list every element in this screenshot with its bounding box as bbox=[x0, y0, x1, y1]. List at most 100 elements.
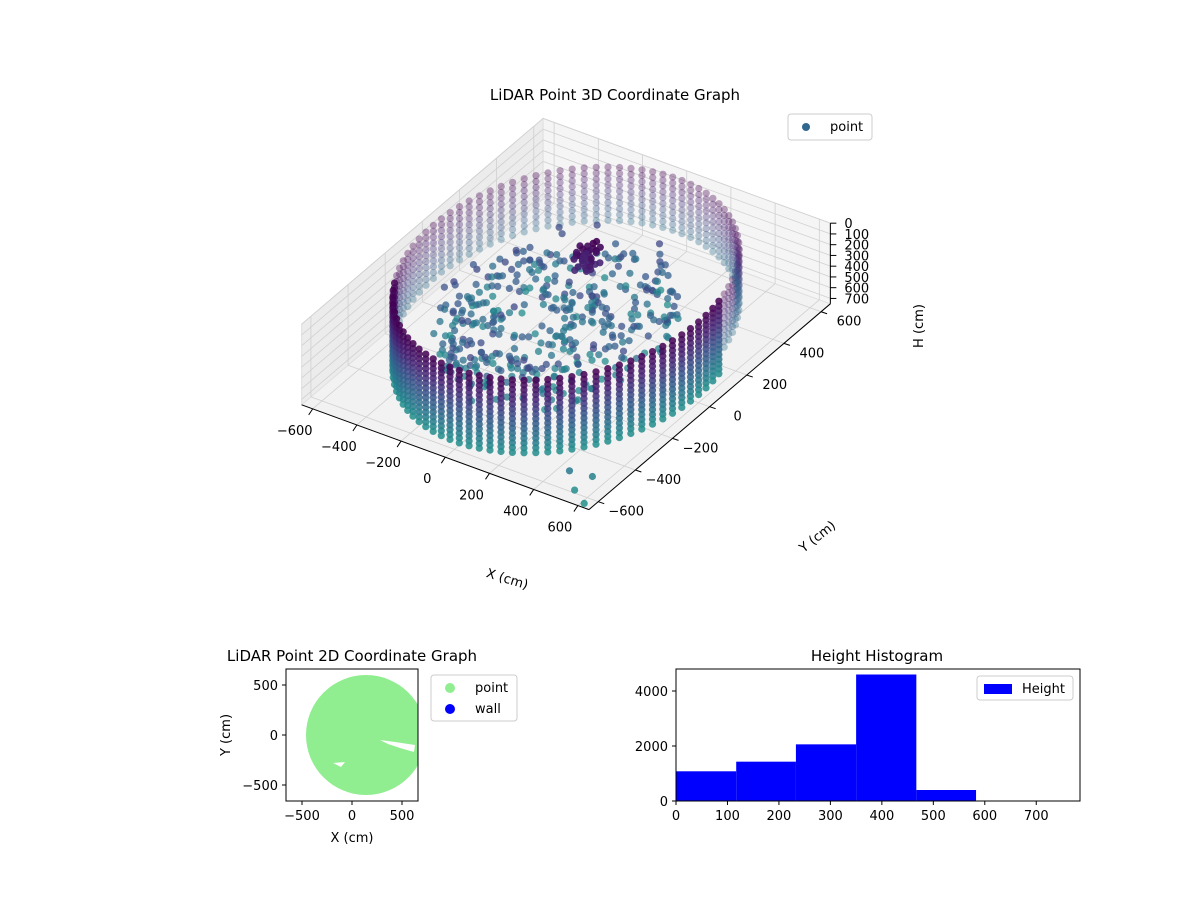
point-3d bbox=[638, 195, 646, 203]
point-3d bbox=[659, 223, 667, 231]
x-tick-mark bbox=[440, 456, 446, 464]
point-3d bbox=[399, 286, 407, 294]
point-3d bbox=[735, 282, 743, 291]
chart-3d: LiDAR Point 3D Coordinate Graph −600−600… bbox=[277, 86, 927, 593]
point-3d bbox=[446, 232, 454, 240]
point-3d bbox=[695, 196, 703, 204]
point-3d bbox=[702, 207, 710, 215]
chart-2d-xlabel: X (cm) bbox=[331, 831, 374, 846]
point-3d bbox=[735, 269, 743, 277]
point-3d bbox=[465, 227, 473, 235]
point-3d bbox=[495, 272, 503, 280]
point-3d bbox=[569, 313, 577, 321]
point-3d bbox=[735, 294, 743, 302]
point-3d bbox=[542, 360, 550, 368]
point-3d bbox=[489, 359, 497, 368]
point-3d bbox=[486, 216, 494, 224]
point-3d bbox=[584, 304, 592, 312]
point-3d bbox=[399, 292, 407, 300]
point-3d bbox=[544, 187, 552, 195]
point-3d bbox=[735, 268, 743, 276]
point-3d bbox=[556, 202, 564, 210]
point-3d bbox=[422, 269, 430, 278]
point-3d bbox=[446, 256, 454, 264]
grid-line-back-h bbox=[542, 161, 831, 267]
point-3d bbox=[455, 214, 464, 223]
point-3d bbox=[709, 247, 717, 256]
point-3d bbox=[446, 250, 454, 258]
chart-3d-legend-label: point bbox=[830, 120, 863, 135]
point-3d bbox=[720, 217, 728, 225]
point-3d bbox=[466, 337, 474, 345]
h-tick-label: 200 bbox=[844, 239, 869, 254]
point-3d bbox=[622, 282, 630, 290]
point-3d bbox=[399, 304, 407, 312]
point-3d bbox=[733, 284, 742, 292]
point-3d bbox=[451, 327, 459, 335]
chart-2d-ytick-label: −500 bbox=[242, 779, 278, 794]
chart-2d-legend: point wall bbox=[430, 674, 518, 722]
point-3d bbox=[393, 272, 401, 280]
point-3d bbox=[437, 227, 446, 235]
point-3d bbox=[580, 217, 588, 225]
point-3d bbox=[549, 303, 558, 311]
point-3d bbox=[638, 207, 646, 215]
grid-line-back-h bbox=[542, 150, 831, 256]
point-3d bbox=[464, 317, 472, 325]
point-3d bbox=[616, 193, 624, 201]
point-3d bbox=[626, 269, 634, 277]
point-3d bbox=[733, 237, 742, 245]
point-3d bbox=[695, 190, 703, 199]
point-3d bbox=[725, 318, 733, 326]
point-3d bbox=[415, 282, 423, 290]
point-3d bbox=[590, 283, 598, 291]
point-3d bbox=[627, 164, 635, 172]
grid-line-left-h bbox=[301, 161, 544, 368]
point-3d bbox=[497, 224, 505, 232]
point-3d bbox=[568, 298, 576, 306]
point-3d bbox=[429, 233, 437, 241]
chart-histogram-xtick-label: 400 bbox=[869, 809, 894, 824]
point-3d bbox=[580, 170, 588, 178]
point-3d bbox=[399, 274, 407, 283]
point-3d bbox=[667, 287, 676, 295]
point-3d bbox=[592, 205, 600, 213]
point-3d bbox=[735, 288, 743, 297]
point-3d bbox=[449, 307, 457, 315]
point-3d bbox=[695, 214, 703, 222]
point-3d bbox=[446, 214, 454, 223]
histogram-bar bbox=[676, 771, 737, 801]
point-3d bbox=[446, 262, 454, 270]
point-3d bbox=[465, 197, 473, 205]
point-3d bbox=[544, 204, 552, 212]
point-3d bbox=[627, 206, 635, 214]
point-3d bbox=[486, 234, 494, 242]
point-3d bbox=[725, 235, 733, 243]
point-3d bbox=[715, 241, 723, 249]
point-3d bbox=[702, 213, 710, 221]
point-3d bbox=[437, 304, 445, 312]
point-3d bbox=[678, 403, 686, 411]
point-3d bbox=[486, 446, 494, 454]
point-3d bbox=[709, 194, 717, 202]
point-3d bbox=[728, 265, 737, 273]
point-3d bbox=[601, 309, 610, 317]
point-3d bbox=[709, 224, 717, 232]
point-3d bbox=[555, 223, 563, 231]
point-3d bbox=[544, 175, 552, 183]
point-3d bbox=[725, 283, 733, 291]
point-3d bbox=[731, 315, 740, 323]
point-3d bbox=[592, 169, 600, 177]
point-3d bbox=[619, 338, 627, 346]
point-3d bbox=[429, 251, 437, 259]
point-3d bbox=[475, 227, 484, 235]
point-3d bbox=[728, 299, 737, 307]
point-3d bbox=[735, 280, 743, 288]
point-3d bbox=[556, 190, 564, 198]
chart-3d-ylabel: Y (cm) bbox=[796, 518, 839, 556]
point-3d bbox=[520, 228, 528, 236]
point-3d bbox=[429, 274, 437, 283]
point-3d bbox=[532, 213, 540, 221]
point-3d bbox=[409, 260, 417, 268]
point-3d bbox=[486, 228, 494, 236]
